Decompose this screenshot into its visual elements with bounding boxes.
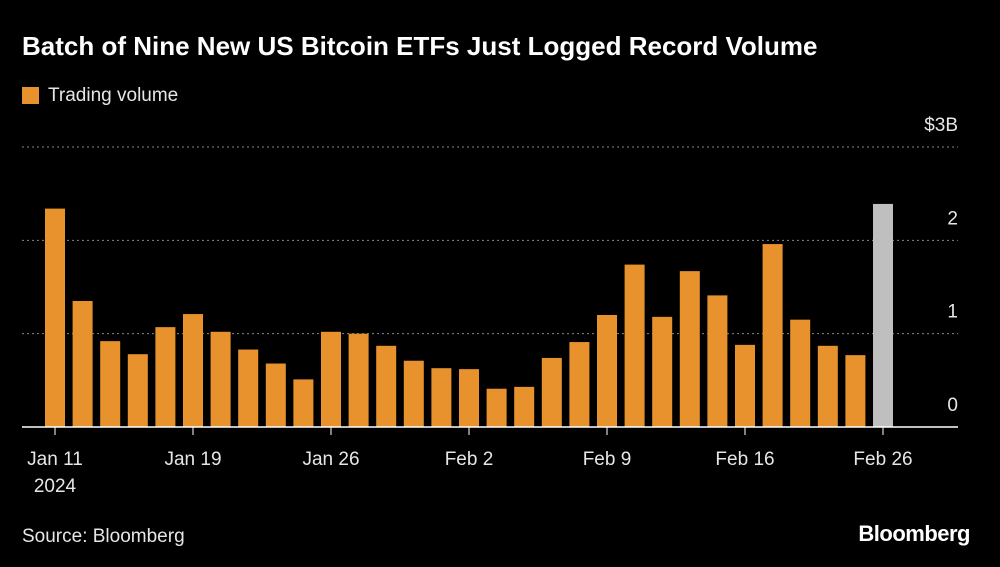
bar bbox=[238, 349, 259, 427]
y-tick-label: 1 bbox=[947, 302, 958, 323]
x-tick-label: Jan 11 bbox=[27, 449, 83, 470]
bar bbox=[265, 363, 286, 427]
y-tick-label: 2 bbox=[947, 208, 958, 229]
x-tick-label: Feb 2 bbox=[445, 449, 494, 470]
bar bbox=[155, 327, 176, 427]
bar bbox=[845, 355, 866, 427]
y-tick-label: $3B bbox=[924, 115, 958, 136]
legend-swatch bbox=[22, 87, 39, 104]
x-year-label: 2024 bbox=[34, 476, 77, 497]
bar bbox=[597, 315, 617, 427]
bar bbox=[762, 244, 783, 427]
x-tick-label: Feb 26 bbox=[853, 449, 912, 470]
source: Source: Bloomberg bbox=[22, 526, 185, 547]
bar bbox=[348, 333, 369, 427]
bar bbox=[459, 369, 479, 427]
bar bbox=[210, 331, 231, 427]
y-tick-label: 0 bbox=[947, 395, 958, 416]
bar bbox=[376, 345, 397, 427]
bar bbox=[873, 203, 893, 427]
bar bbox=[127, 354, 148, 427]
bar bbox=[100, 341, 121, 427]
x-tick-label: Feb 16 bbox=[715, 449, 774, 470]
x-tick-label: Feb 9 bbox=[583, 449, 632, 470]
bar bbox=[431, 368, 452, 427]
bar bbox=[790, 319, 811, 427]
bar bbox=[652, 316, 673, 427]
bar bbox=[514, 386, 535, 427]
bar bbox=[183, 314, 203, 427]
bar bbox=[293, 379, 314, 427]
legend-label: Trading volume bbox=[48, 85, 178, 106]
x-tick-label: Jan 19 bbox=[164, 449, 221, 470]
bar bbox=[403, 360, 424, 427]
bar bbox=[486, 388, 507, 427]
bar bbox=[72, 301, 93, 427]
bar bbox=[707, 295, 728, 427]
brand: Bloomberg bbox=[858, 521, 970, 546]
bar bbox=[321, 331, 341, 427]
bar bbox=[45, 208, 65, 427]
bar bbox=[817, 345, 838, 427]
x-tick-label: Jan 26 bbox=[302, 449, 359, 470]
chart-title: Batch of Nine New US Bitcoin ETFs Just L… bbox=[22, 31, 818, 61]
bar bbox=[541, 357, 562, 427]
bar bbox=[735, 344, 755, 427]
bar bbox=[569, 342, 590, 427]
bar bbox=[679, 271, 700, 427]
bar bbox=[624, 264, 645, 427]
